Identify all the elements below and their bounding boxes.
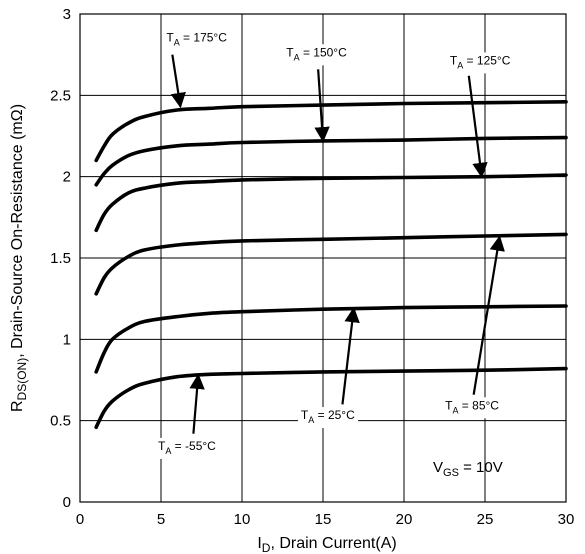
y-tick-label: 0 (63, 494, 71, 511)
series-line (94, 100, 568, 163)
y-tick-label: 2.5 (50, 87, 71, 104)
curve-annotation: TA = 175°C (163, 29, 231, 109)
annotation-label-rest: = 85°C (458, 398, 499, 412)
vgs-rest: = 10V (459, 459, 503, 476)
annotation-label: TA = -55°C (158, 439, 216, 456)
curve-annotation: TA = 85°C (442, 235, 505, 419)
y-tick-label: 3 (63, 6, 71, 23)
series-line (94, 135, 568, 187)
series-line (94, 232, 568, 296)
x-axis-title: ID, Drain Current(A) (257, 535, 396, 554)
curve-annotation: TA = 125°C (446, 52, 514, 179)
gridlines (80, 14, 566, 502)
annotation-arrow (170, 54, 186, 109)
plot-frame (79, 13, 567, 503)
annotation-label-sub: A (174, 38, 180, 48)
annotation-label: TA = 125°C (450, 53, 511, 70)
curve-annotations: TA = 175°CTA = 150°CTA = 125°CTA = 85°CT… (154, 29, 514, 459)
x-tick-label: 20 (396, 511, 413, 528)
annotation-label: TA = 85°C (445, 398, 499, 415)
x-tick-label: 0 (76, 511, 84, 528)
annotation-label-sub: A (294, 52, 300, 62)
series-line (94, 173, 568, 233)
annotation-arrow (189, 373, 205, 434)
curve-annotation: TA = 25°C (297, 306, 360, 429)
annotation-label-main: T (445, 398, 453, 412)
curve-annotation: TA = 150°C (283, 44, 351, 143)
vgs-main: V (433, 459, 443, 476)
annotation-label-sub: A (308, 415, 314, 425)
series-line (94, 366, 568, 429)
annotation-label-main: T (286, 45, 294, 59)
y-axis-title: RDS(ON), Drain-Source On-Resistance (mΩ) (9, 104, 29, 412)
x-axis-title-sub: D (262, 541, 271, 554)
annotation-background (446, 52, 514, 74)
annotation-label-main: T (158, 439, 166, 453)
annotation-background (297, 407, 359, 429)
vgs-sub: GS (443, 467, 459, 479)
x-tick-label: 10 (234, 511, 251, 528)
annotation-arrow (314, 69, 330, 143)
annotation-label-sub: A (165, 446, 171, 456)
annotation-label: TA = 175°C (166, 31, 227, 48)
y-tick-label: 1 (63, 331, 71, 348)
annotation-label-rest: = 150°C (300, 45, 347, 59)
annotation-arrow (472, 235, 505, 395)
annotation-label-sub: A (452, 405, 458, 415)
x-tick-label: 5 (157, 511, 165, 528)
curve-annotation: TA = -55°C (154, 373, 220, 459)
annotation-background (283, 44, 351, 66)
annotation-label: TA = 25°C (301, 408, 355, 425)
x-axis-title-rest: , Drain Current(A) (270, 535, 396, 552)
y-axis-title-main: R (9, 400, 26, 412)
annotation-background (154, 437, 220, 459)
annotation-label-main: T (450, 53, 458, 67)
annotation-label: TA = 150°C (286, 45, 347, 62)
annotation-label-rest: = -55°C (171, 439, 216, 453)
y-tick-label: 0.5 (50, 413, 71, 430)
annotation-label-main: T (166, 31, 174, 45)
annotation-arrow (467, 75, 488, 179)
x-axis-title-main: I (257, 535, 261, 552)
x-tick-label: 30 (558, 511, 575, 528)
y-tick-label: 1.5 (50, 250, 71, 267)
annotation-background (442, 397, 503, 419)
series-line (94, 304, 568, 374)
annotation-label-main: T (301, 408, 309, 422)
annotation-label-sub: A (457, 60, 463, 70)
y-axis-title-sub: DS(ON) (15, 358, 29, 401)
curves (94, 100, 568, 429)
annotation-arrow (341, 306, 360, 405)
x-tick-label: 15 (315, 511, 332, 528)
x-tick-label: 25 (477, 511, 494, 528)
annotation-label-rest: = 125°C (463, 53, 510, 67)
annotation-label-rest: = 175°C (180, 31, 227, 45)
annotation-label-rest: = 25°C (314, 408, 355, 422)
y-axis-title-rest: , Drain-Source On-Resistance (mΩ) (9, 104, 26, 358)
y-tick-label: 2 (63, 169, 71, 186)
tick-labels: 0 5 10 15 20 25 30 0 0.5 1 1.5 2 2.5 3 (50, 6, 574, 528)
vgs-condition-label: VGS = 10V (433, 459, 503, 479)
annotation-background (163, 29, 231, 51)
